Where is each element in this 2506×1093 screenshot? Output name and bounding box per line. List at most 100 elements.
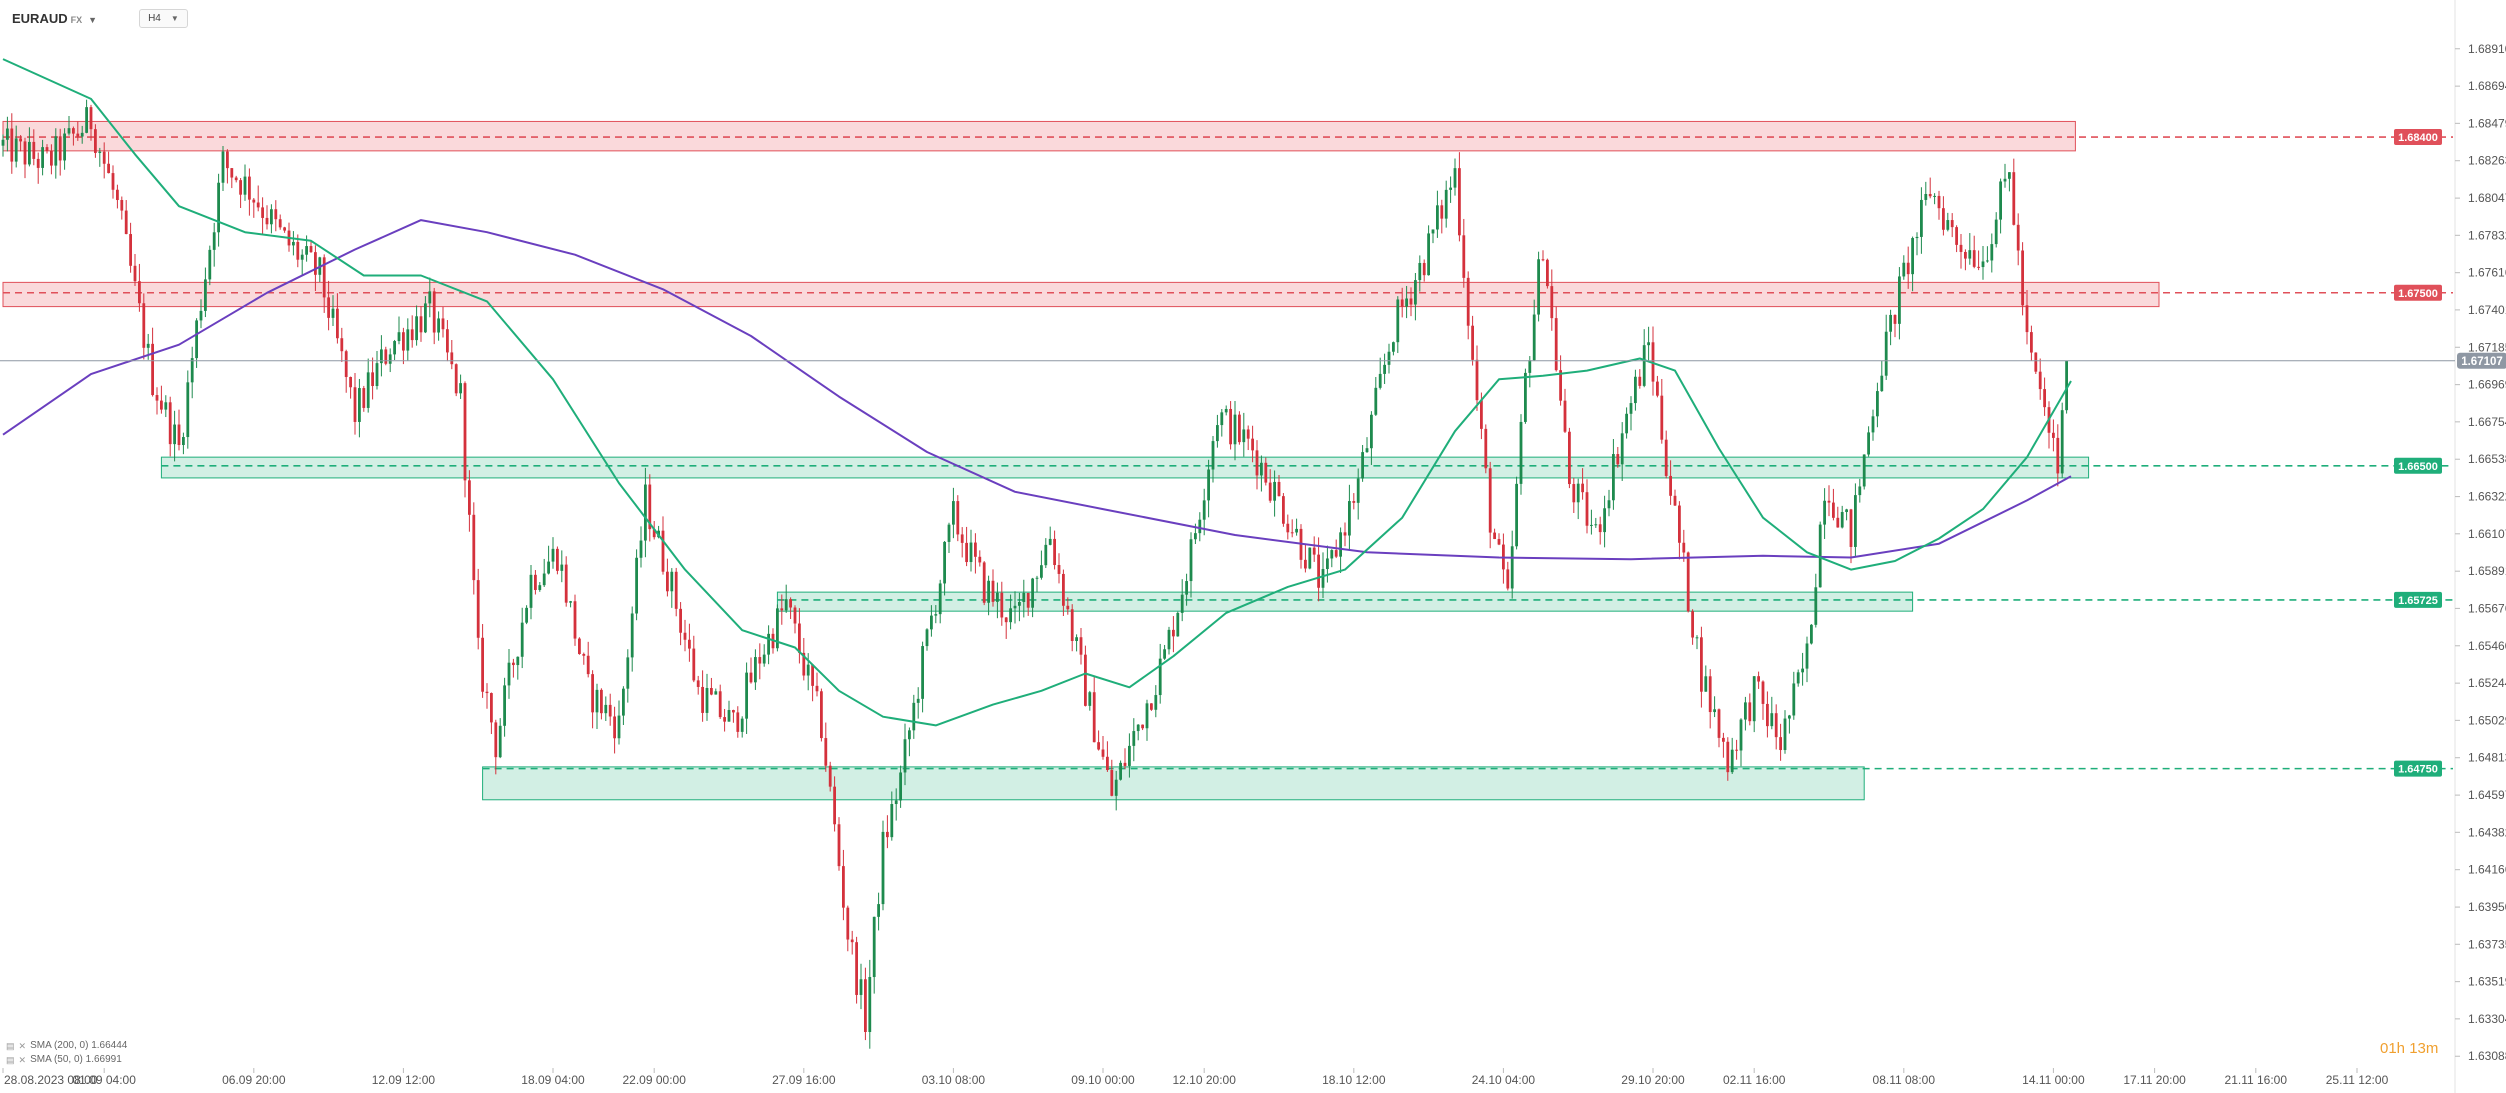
candle-body	[1713, 709, 1716, 713]
candle-body	[1585, 492, 1589, 526]
symbol-selector[interactable]: EURAUD FX ▼	[12, 11, 97, 26]
close-icon[interactable]: ✕	[18, 1041, 27, 1051]
candle-body	[815, 685, 819, 692]
candle-body	[349, 377, 352, 388]
timeframe-selector[interactable]: H4 ▼	[139, 8, 188, 28]
candle-body	[564, 564, 568, 603]
candle-body	[1959, 244, 1963, 252]
candle-body	[2012, 172, 2016, 225]
legend-row-sma50: ▤ ✕ SMA (50, 0) 1.66991	[6, 1053, 127, 1067]
candle-body	[133, 265, 137, 282]
candle-body	[934, 614, 938, 616]
candle-body	[151, 343, 154, 396]
candle-body	[1150, 703, 1153, 710]
candle-body	[1849, 509, 1853, 547]
candle-body	[1788, 715, 1791, 719]
candle-body	[221, 151, 225, 183]
candle-body	[1708, 676, 1712, 713]
chevron-down-icon[interactable]: ▼	[88, 14, 98, 25]
candle-body	[1163, 649, 1166, 659]
candle-body	[186, 382, 190, 438]
candle-body	[1783, 718, 1787, 751]
candle-body	[674, 571, 678, 609]
candle-body	[1000, 592, 1004, 618]
chevron-down-icon: ▼	[170, 13, 179, 23]
candle-body	[1537, 259, 1540, 315]
candle-body	[727, 710, 731, 722]
candle-body	[670, 571, 674, 592]
candle-body	[692, 648, 696, 681]
y-tick-label: 1.66754	[2468, 415, 2506, 429]
candle-body	[1889, 314, 1892, 332]
candle-body	[780, 608, 784, 611]
candle-body	[846, 907, 850, 940]
candle-body	[72, 128, 75, 134]
candle-body	[1009, 608, 1012, 623]
candle-body	[41, 147, 44, 168]
candle-body	[208, 249, 212, 280]
candle-body	[2008, 172, 2011, 179]
candle-body	[1229, 408, 1232, 445]
candle-body	[459, 383, 462, 394]
candle-body	[1871, 416, 1875, 433]
candle-body	[1304, 559, 1307, 569]
timeframe-label: H4	[148, 12, 161, 24]
candle-body	[1832, 502, 1835, 518]
candle-body	[1040, 565, 1043, 578]
candle-body	[1128, 745, 1131, 766]
candle-body	[1312, 547, 1316, 555]
candle-body	[1884, 331, 1888, 376]
candle-body	[2003, 178, 2007, 182]
indicator-legend: ▤ ✕ SMA (200, 0) 1.66444 ▤ ✕ SMA (50, 0)…	[6, 1039, 127, 1067]
candle-body	[1180, 594, 1184, 613]
candle-body	[1418, 262, 1422, 281]
candle-body	[1955, 227, 1958, 245]
candle-body	[1673, 495, 1677, 506]
candle-body	[1062, 573, 1065, 606]
candle-body	[1466, 277, 1470, 326]
candle-body	[252, 199, 256, 203]
candle-body	[437, 318, 440, 333]
candle-body	[1902, 262, 1906, 277]
candle-body	[1330, 550, 1334, 559]
candle-body	[2034, 352, 2038, 372]
candle-body	[714, 691, 718, 695]
candle-body	[1326, 558, 1329, 570]
candle-body	[1400, 299, 1404, 307]
candle-body	[1616, 454, 1620, 465]
candle-body	[490, 693, 493, 723]
settings-icon[interactable]: ▤	[6, 1041, 15, 1051]
candle-body	[296, 241, 300, 260]
candle-body	[177, 424, 181, 446]
candle-body	[1066, 605, 1070, 610]
candle-body	[36, 158, 40, 168]
candle-body	[1827, 500, 1831, 503]
candle-body	[1075, 637, 1078, 642]
candle-body	[723, 717, 726, 722]
candle-body	[1216, 425, 1219, 442]
level-price-badge	[2394, 284, 2442, 301]
candle-body	[1436, 205, 1439, 230]
settings-icon[interactable]: ▤	[6, 1055, 15, 1065]
candle-body	[608, 704, 612, 717]
candle-body	[516, 656, 520, 666]
candle-body	[556, 548, 559, 571]
candle-body	[1792, 683, 1796, 716]
candle-body	[1519, 421, 1523, 484]
candle-body	[1431, 229, 1435, 234]
candle-body	[1642, 345, 1646, 386]
candle-body	[1365, 448, 1369, 453]
candle-body	[956, 501, 960, 535]
candle-body	[142, 303, 146, 348]
candle-body	[1735, 749, 1738, 751]
candle-body	[1524, 372, 1527, 422]
candle-body	[899, 772, 902, 801]
candle-body	[1114, 779, 1118, 796]
close-icon[interactable]: ✕	[18, 1055, 27, 1065]
candle-body	[1158, 658, 1162, 696]
candle-body	[195, 320, 198, 359]
candle-body	[696, 680, 700, 687]
candle-body	[283, 227, 286, 231]
candle-body	[10, 128, 14, 162]
